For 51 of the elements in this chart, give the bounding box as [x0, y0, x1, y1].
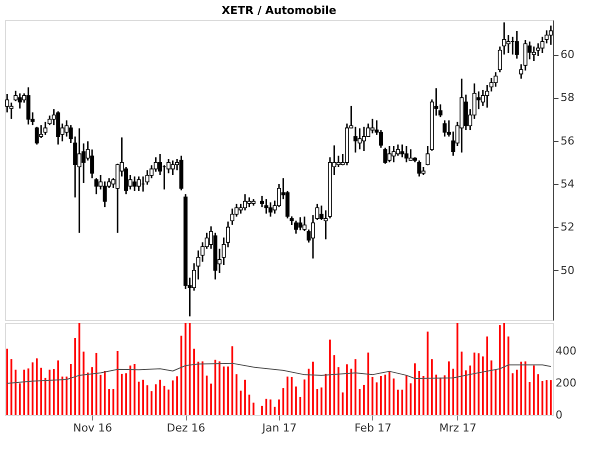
candlestick	[132, 176, 137, 192]
candlestick	[464, 94, 468, 131]
y-tick-label: 200	[556, 376, 576, 390]
candlestick	[514, 30, 519, 60]
candlestick	[268, 202, 273, 218]
candlestick	[34, 126, 39, 146]
x-tick-label: Mrz 17	[439, 422, 477, 434]
candlestick	[358, 128, 362, 150]
candlestick	[362, 126, 366, 152]
candlestick	[370, 118, 374, 134]
candlestick	[417, 160, 422, 178]
candlestick	[43, 121, 48, 136]
y-tick-label: 58	[560, 91, 574, 104]
candlestick	[383, 147, 388, 164]
x-tick-label: Feb 17	[354, 422, 392, 434]
candlestick	[26, 86, 30, 126]
candlestick	[506, 34, 510, 54]
candlestick	[532, 46, 536, 62]
candlestick	[353, 126, 358, 154]
candlestick	[294, 220, 298, 234]
candlestick	[548, 24, 553, 46]
x-tick-label: Dez 16	[166, 422, 206, 434]
y-tick-label: 0	[556, 408, 562, 422]
y-tick-label: 50	[560, 264, 574, 277]
y-tick-label: 54	[560, 178, 574, 191]
chart-title: XETR / Automobile	[222, 4, 336, 17]
candlestick	[442, 120, 447, 138]
candlestick	[170, 160, 175, 176]
candlestick	[480, 89, 485, 107]
candlestick	[77, 128, 82, 234]
x-tick-label: Nov 16	[73, 422, 112, 434]
candlestick	[56, 110, 60, 146]
candlestick	[392, 145, 396, 163]
candlestick	[230, 208, 234, 226]
candlestick	[264, 198, 268, 214]
candlestick	[404, 145, 408, 163]
candlestick	[247, 196, 252, 208]
candlestick	[494, 71, 498, 88]
candlestick	[94, 177, 98, 195]
x-tick-label: Jan 17	[261, 422, 297, 434]
y-tick-label: 52	[560, 220, 574, 234]
candlestick	[387, 145, 392, 163]
candlestick	[298, 216, 302, 231]
candlestick	[336, 155, 340, 168]
candlestick	[18, 92, 22, 110]
y-tick-label: 400	[556, 344, 576, 358]
line-series	[6, 362, 552, 384]
y-tick-label: 56	[560, 134, 574, 148]
y-tick-label: 60	[560, 48, 574, 62]
candlestick	[243, 193, 248, 212]
candlestick	[136, 176, 141, 192]
